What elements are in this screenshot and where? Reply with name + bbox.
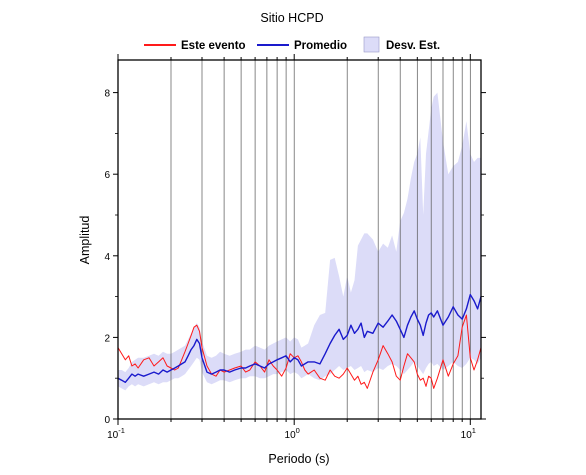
legend-label-mean: Promedio [294, 40, 347, 52]
y-tick-label: 2 [104, 333, 110, 344]
plot-frame [117, 59, 482, 420]
x-tick-exponent: -1 [118, 426, 125, 435]
y-axis-label: Amplitud [78, 216, 92, 265]
legend-label-event: Este evento [181, 40, 246, 52]
series-promedio-line [117, 293, 482, 383]
x-axis: 10-1 100 101 [107, 54, 476, 441]
x-tick-label: 101 [461, 426, 476, 441]
y-tick-label: 0 [104, 415, 110, 426]
x-tick-exponent: 0 [296, 426, 300, 435]
x-tick-exponent: 1 [472, 426, 476, 435]
x-tick-label: 100 [285, 426, 300, 441]
series-este-evento-line [117, 314, 482, 389]
legend-swatch-band [363, 36, 380, 53]
x-tick-base: 10 [461, 430, 473, 441]
x-tick-base: 10 [285, 430, 297, 441]
y-tick-label: 6 [104, 170, 110, 181]
y-tick-label: 4 [104, 252, 110, 263]
chart-title: Sitio HCPD [260, 11, 323, 25]
y-axis: 0 2 4 6 8 [104, 89, 486, 426]
x-tick-label: 10-1 [107, 426, 125, 441]
legend: Este evento Promedio Desv. Est. [144, 36, 440, 53]
std-dev-band [118, 92, 481, 391]
x-tick-base: 10 [107, 430, 119, 441]
y-tick-label: 8 [104, 89, 110, 100]
legend-label-band: Desv. Est. [386, 40, 440, 52]
x-axis-label: Periodo (s) [268, 452, 329, 466]
